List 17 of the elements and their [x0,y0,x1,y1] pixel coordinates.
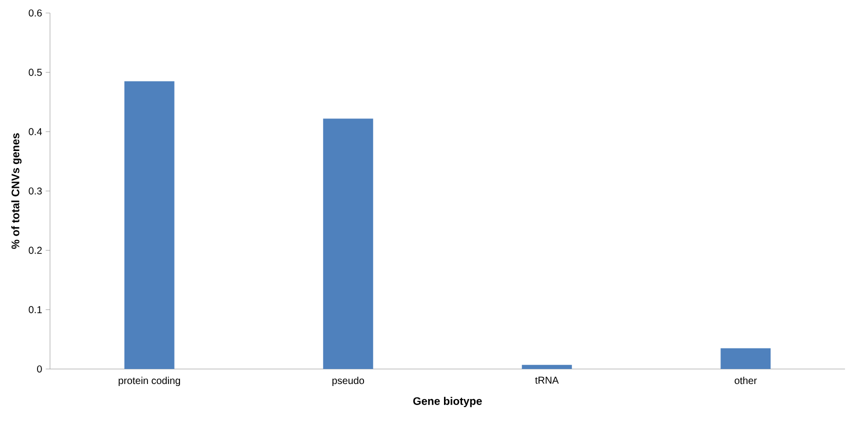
y-tick-label: 0.4 [28,128,42,136]
y-tick-label: 0 [37,365,42,373]
y-axis-title: % of total CNVs genes [11,133,22,249]
x-tick-label: protein coding [118,376,180,386]
y-tick-label: 0.3 [28,187,42,195]
y-tick-label: 0.5 [28,68,42,76]
x-tick-label: other [734,376,757,384]
y-tick-label: 0.6 [28,9,42,17]
bar [124,81,174,369]
y-tick-label: 0.2 [28,246,42,254]
x-axis-title: Gene biotype [413,396,482,408]
y-tick-label: 0.1 [28,306,42,314]
bar [720,348,771,369]
bar [323,118,374,369]
x-tick-label: tRNA [535,376,559,384]
bar [522,364,572,369]
x-tick-label: pseudo [332,376,364,386]
